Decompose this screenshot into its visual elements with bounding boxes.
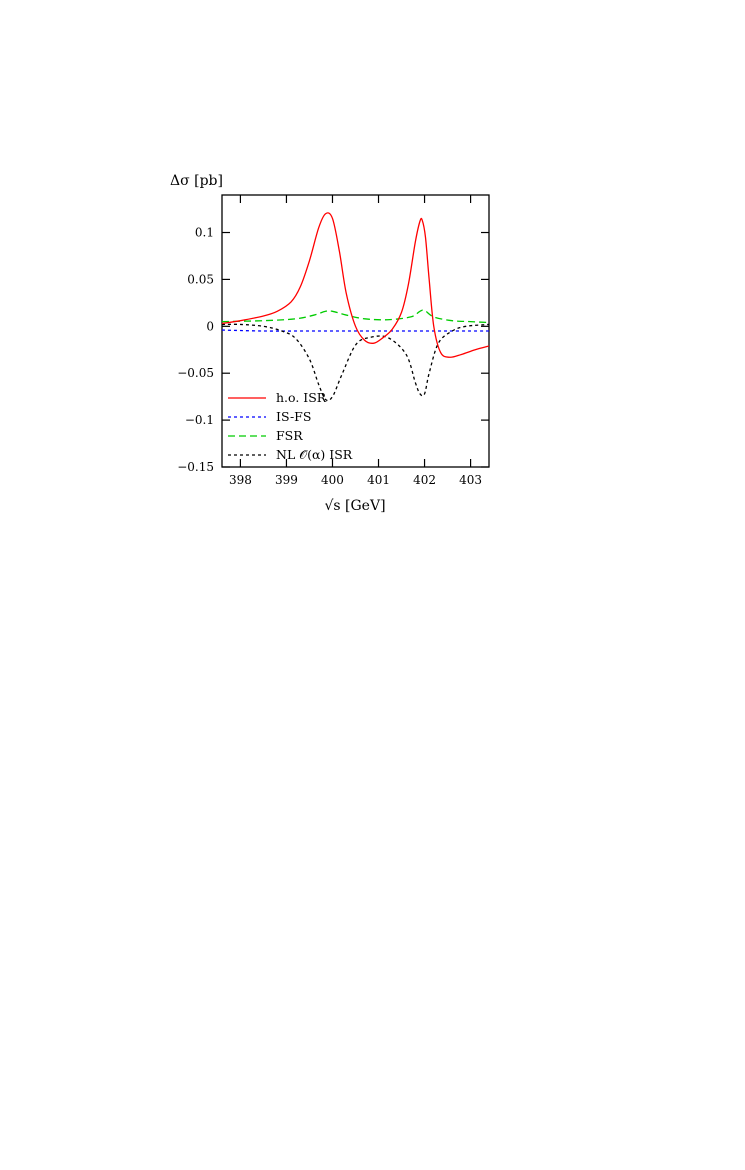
x-tick-label: 401 xyxy=(367,473,390,487)
y-tick-label: 0 xyxy=(206,319,214,333)
x-tick-label: 402 xyxy=(413,473,436,487)
x-tick-label: 403 xyxy=(459,473,482,487)
y-tick-label: 0.1 xyxy=(195,226,214,240)
series-line-3 xyxy=(222,323,489,402)
series-line-1 xyxy=(222,329,489,332)
x-tick-label: 400 xyxy=(321,473,344,487)
legend-label-2: FSR xyxy=(276,428,303,443)
y-tick-label: −0.15 xyxy=(177,460,214,474)
x-tick-label: 399 xyxy=(275,473,298,487)
legend-label-3: NL 𝒪(α) ISR xyxy=(276,447,353,462)
series-line-0 xyxy=(222,212,489,358)
ticks xyxy=(222,195,489,468)
y-tick-label: 0.05 xyxy=(187,272,214,286)
legend-label-1: IS-FS xyxy=(276,409,311,424)
y-axis-title: Δσ [pb] xyxy=(170,173,223,189)
x-tick-label: 398 xyxy=(229,473,252,487)
y-tick-label: −0.1 xyxy=(185,413,214,427)
series-lines xyxy=(222,212,489,402)
x-axis-title: √s [GeV] xyxy=(324,498,385,514)
y-tick-label: −0.05 xyxy=(177,366,214,380)
legend: h.o. ISR IS-FS FSR NL 𝒪(α) ISR xyxy=(228,390,353,462)
tick-labels: 398 399 400 401 402 403 −0.15 −0.1 −0.05 0 0.05 0.1 xyxy=(177,226,482,487)
legend-label-0: h.o. ISR xyxy=(276,390,327,405)
plot-frame xyxy=(221,194,490,468)
series-line-2 xyxy=(222,309,489,324)
